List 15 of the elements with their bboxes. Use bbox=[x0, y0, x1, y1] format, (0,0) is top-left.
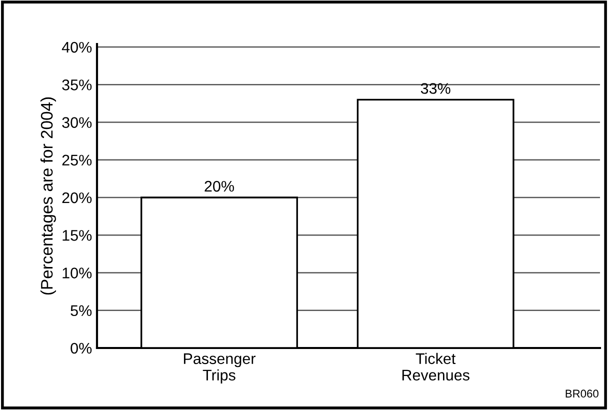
y-tick-label: 10% bbox=[62, 268, 92, 278]
y-tick-label: 5% bbox=[70, 305, 92, 316]
y-tick-label: 30% bbox=[62, 117, 92, 128]
y-tick-label: 15% bbox=[62, 230, 92, 241]
data-label: 33% bbox=[420, 83, 450, 94]
y-axis-title: (Percentages are for 2004) bbox=[40, 97, 56, 295]
data-label: 20% bbox=[204, 180, 234, 192]
y-tick-label: 20% bbox=[62, 192, 92, 204]
y-tick-label: 25% bbox=[62, 154, 92, 166]
text: BR060 bbox=[566, 390, 598, 398]
y-tick-label: 40% bbox=[62, 42, 92, 53]
y-tick-label: 35% bbox=[62, 80, 92, 90]
x-tick-label: Passenger Trips bbox=[184, 353, 256, 384]
x-tick-label: Ticket Revenues bbox=[402, 352, 470, 381]
y-tick-label: 0% bbox=[70, 342, 92, 354]
